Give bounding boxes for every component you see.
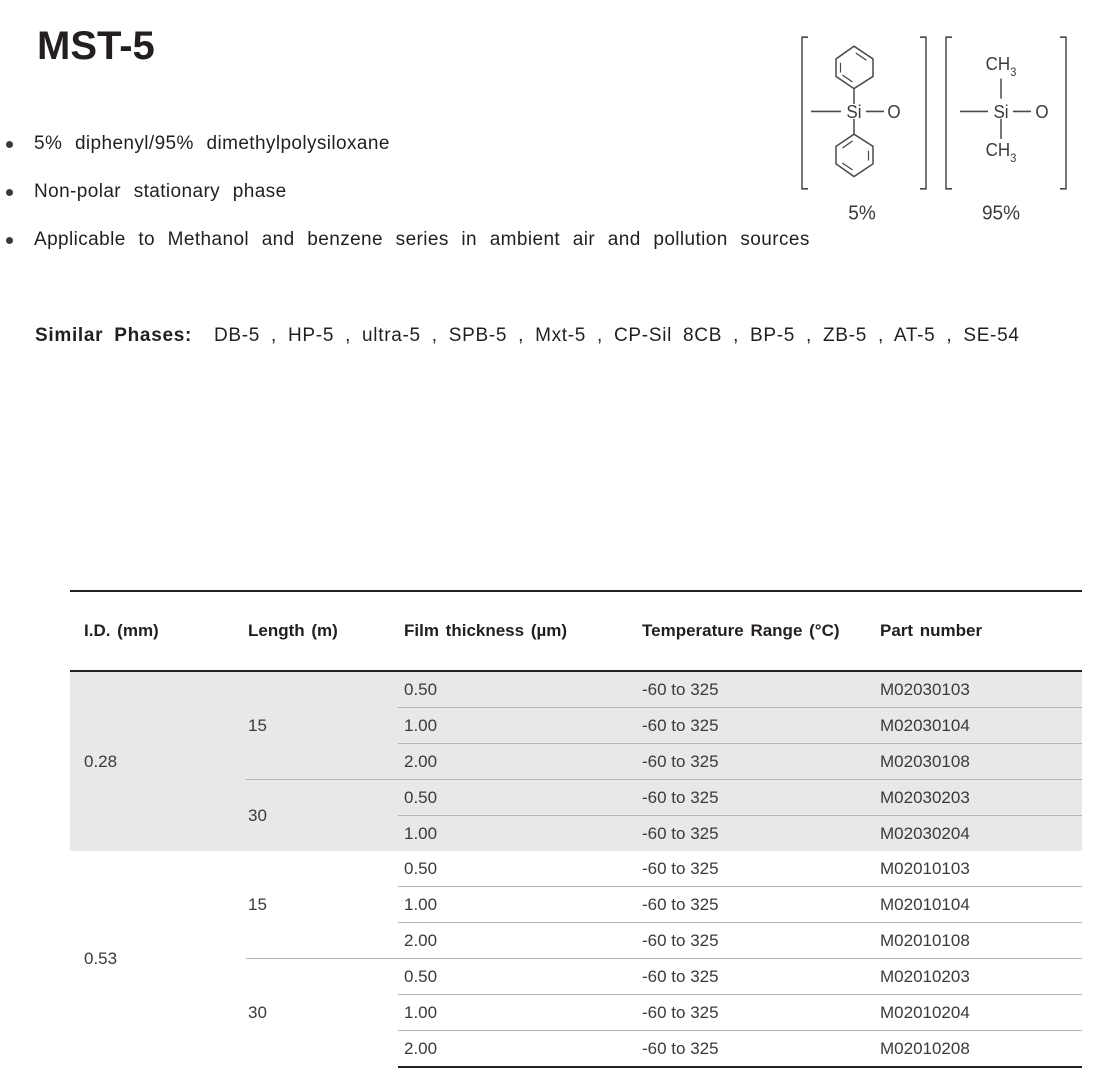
svg-text:95%: 95% — [982, 202, 1020, 225]
svg-text:CH3: CH3 — [986, 54, 1017, 80]
svg-text:Si: Si — [846, 101, 861, 122]
svg-text:CH3: CH3 — [986, 139, 1017, 165]
svg-text:O: O — [887, 101, 900, 122]
svg-text:5%: 5% — [848, 202, 875, 225]
svg-text:O: O — [1035, 101, 1048, 122]
svg-text:Si: Si — [993, 101, 1008, 122]
